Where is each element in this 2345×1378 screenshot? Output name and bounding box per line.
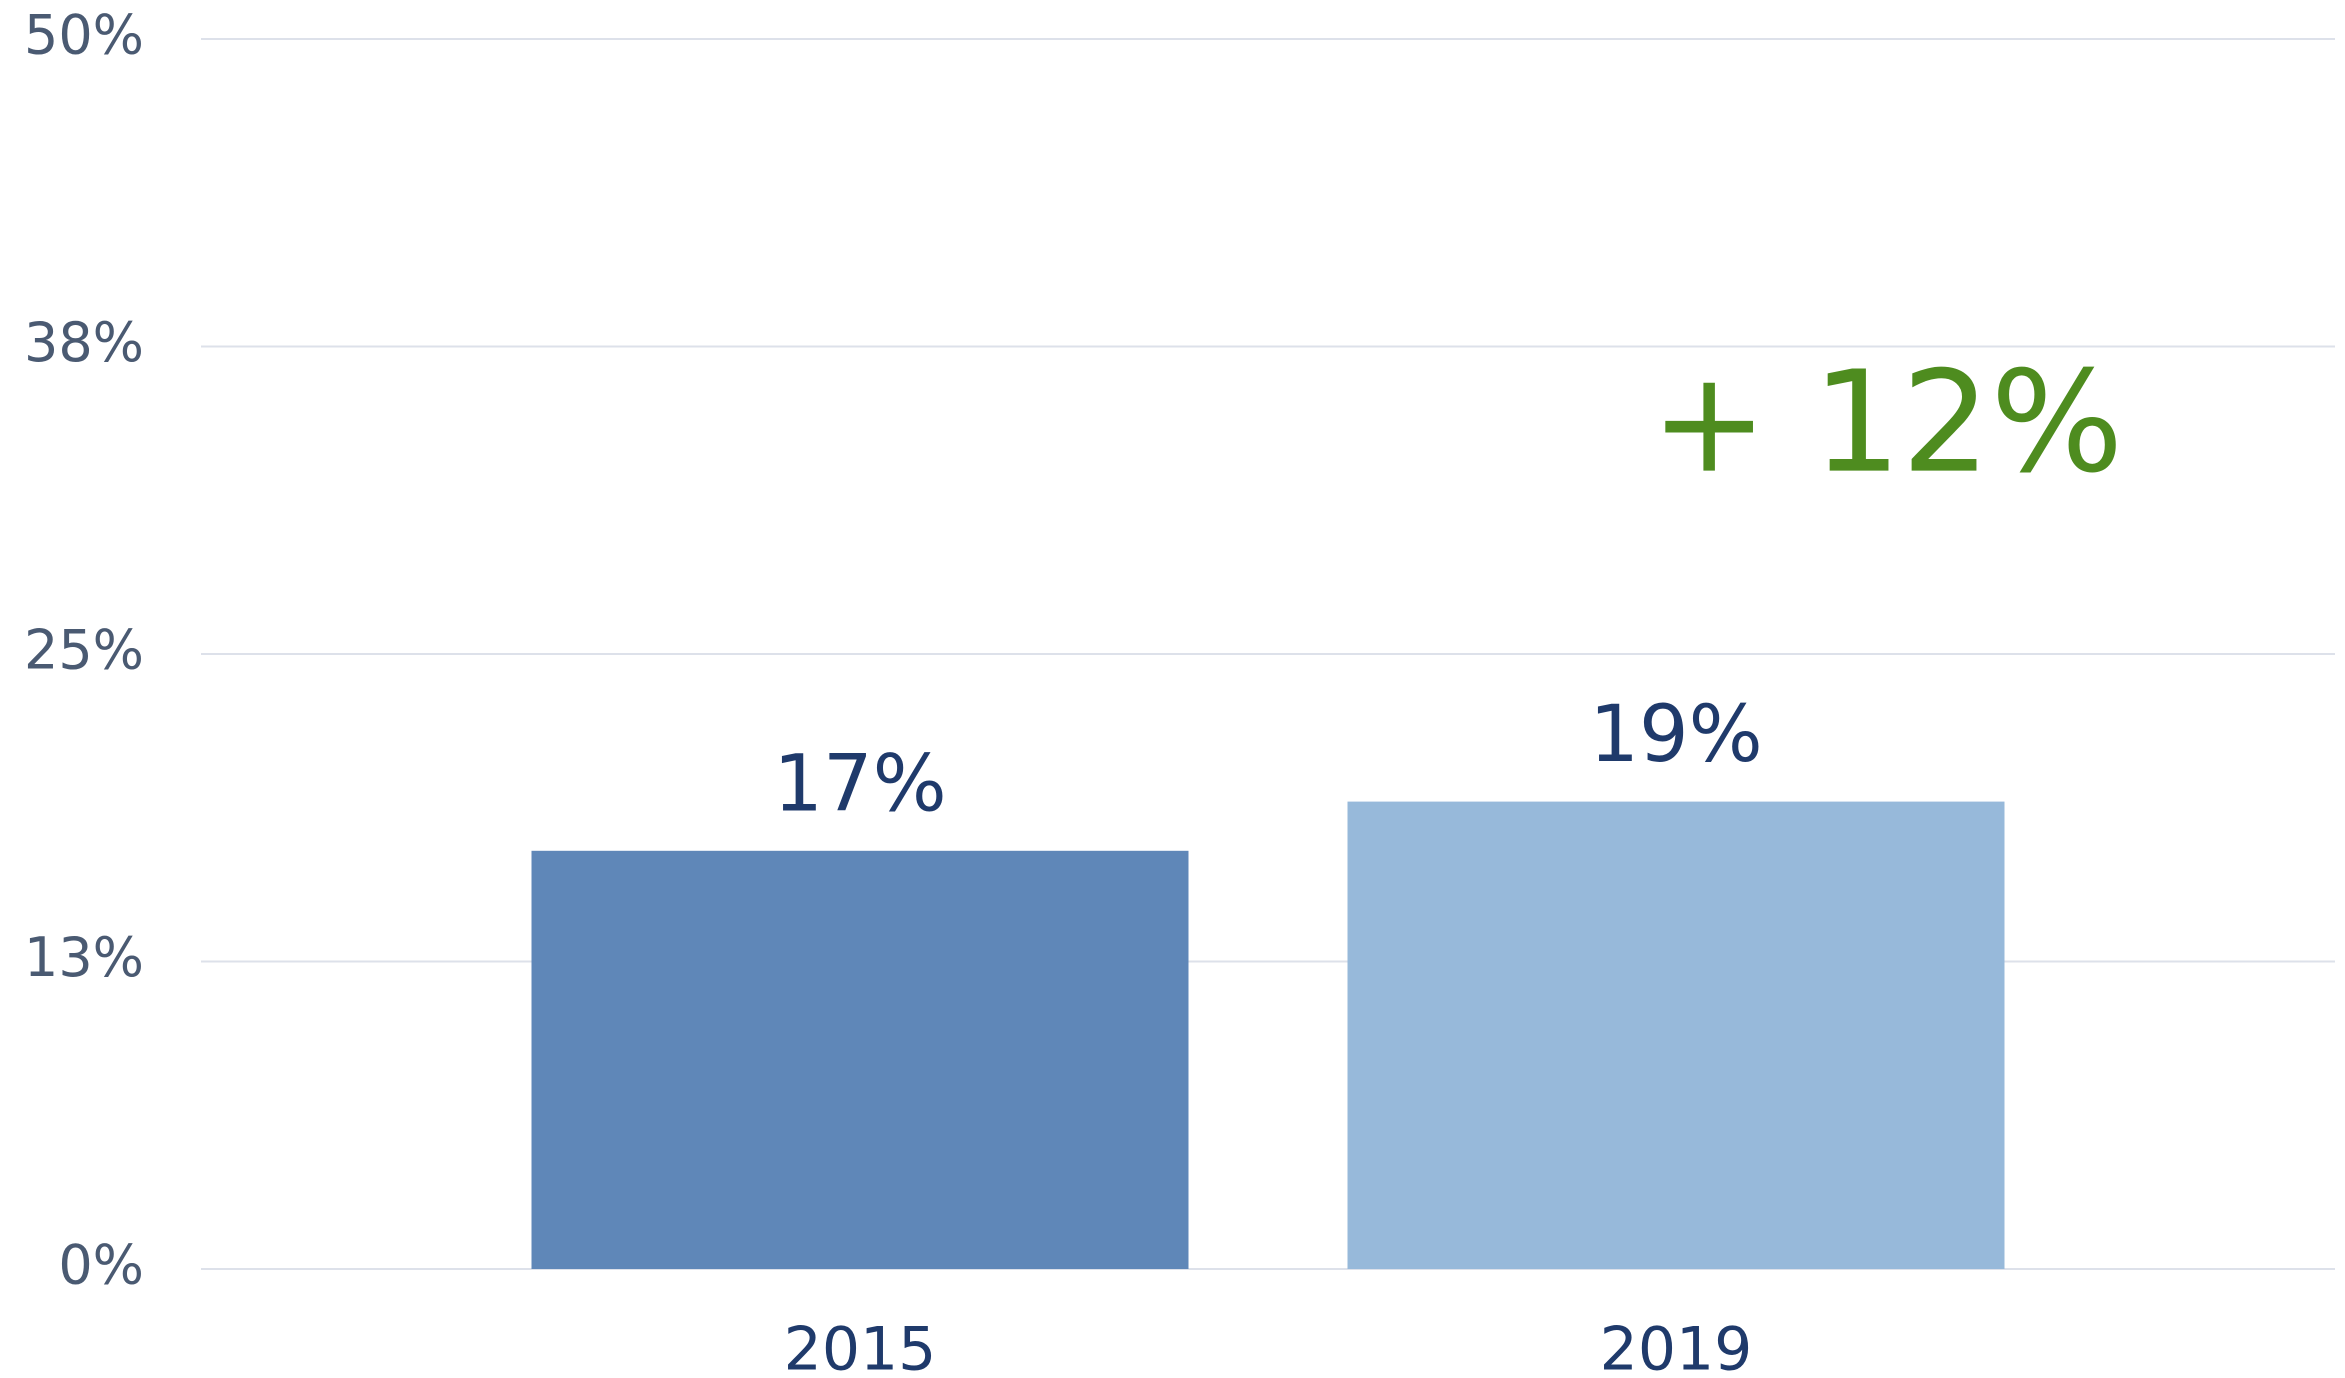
annotation: + 12% [1651,342,2124,505]
y-tick-label: 50% [24,4,144,67]
y-tick-label: 38% [24,311,144,374]
x-tick-label: 2015 [784,1315,937,1378]
bar [531,850,1189,1269]
data-label: 17% [773,739,946,829]
x-tick-label: 2019 [1600,1315,1753,1378]
y-tick-label: 13% [24,926,144,989]
bar [1347,801,2005,1269]
data-label: 19% [1589,690,1762,780]
y-tick-label: 0% [58,1234,144,1297]
y-tick-label: 25% [24,619,144,682]
